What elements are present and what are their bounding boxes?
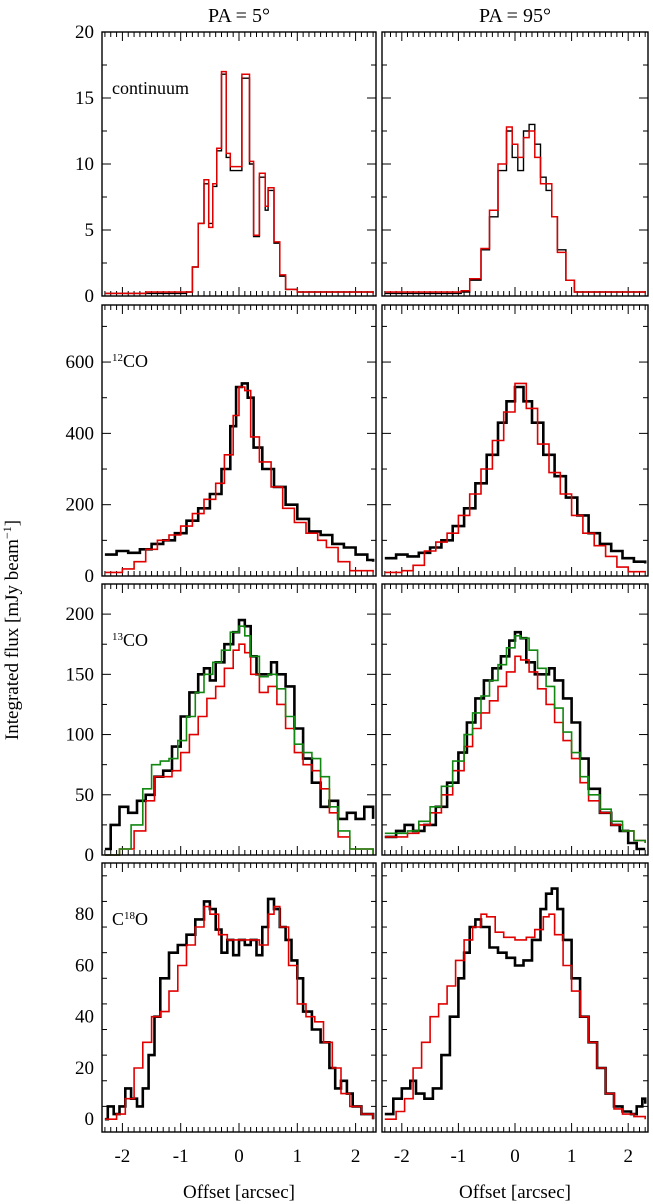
y-tick-label: 5 xyxy=(85,220,95,241)
panel-frame xyxy=(381,304,649,577)
panel-r1-c1 xyxy=(381,304,649,577)
panel-frame xyxy=(381,31,649,297)
series-line-black xyxy=(384,123,646,295)
panel-r2-c1 xyxy=(381,583,649,856)
y-tick-label: 20 xyxy=(75,1058,94,1079)
panel-label: 13CO xyxy=(112,630,148,650)
panel-frame xyxy=(101,31,377,297)
x-axis-label-right: Offset [arcsec] xyxy=(459,1182,571,1203)
column-title-pa5: PA = 5° xyxy=(208,5,270,27)
x-tick-label: -2 xyxy=(114,1146,130,1167)
y-axis-label: Integrated flux [mJy beam−1] xyxy=(0,520,23,740)
y-axis-label-close: ] xyxy=(2,520,23,526)
x-axis-labels: Offset [arcsec] Offset [arcsec] xyxy=(183,1182,571,1203)
x-tick-label: 1 xyxy=(567,1146,577,1167)
series-line-green xyxy=(104,625,374,856)
panel-label-text: CO xyxy=(123,351,148,371)
series-line-black xyxy=(104,897,375,1121)
series-line-red xyxy=(384,655,646,843)
y-tick-label: 50 xyxy=(75,785,94,806)
y-tick-label: 200 xyxy=(66,604,95,625)
x-tick-label: 2 xyxy=(351,1146,361,1167)
panel-frame xyxy=(381,583,649,856)
series-line-red xyxy=(104,386,374,574)
panel-label: C18O xyxy=(112,909,148,929)
x-tick-label: 0 xyxy=(234,1146,244,1167)
y-tick-label: 10 xyxy=(75,154,94,175)
y-tick-label: 0 xyxy=(85,1109,95,1130)
panel-frame xyxy=(101,862,377,1133)
y-tick-label: 200 xyxy=(66,495,95,516)
x-tick-label: -1 xyxy=(173,1146,189,1167)
y-tick-label: 0 xyxy=(85,566,95,587)
series-line-red xyxy=(104,905,374,1120)
x-axis-label-left: Offset [arcsec] xyxy=(183,1182,295,1203)
y-tick-label: 100 xyxy=(66,725,95,746)
column-titles: PA = 5° PA = 95° xyxy=(208,5,551,27)
series-line-black xyxy=(104,73,374,295)
panel-label-prefix: C xyxy=(112,909,124,929)
panel-r2-c0: 0 50 100 150 200 13CO xyxy=(66,583,377,866)
series-line-black xyxy=(104,382,375,562)
y-tick-label: 40 xyxy=(75,1007,94,1028)
y-tick-label: 80 xyxy=(75,904,94,925)
column-title-pa95: PA = 95° xyxy=(479,5,551,27)
y-tick-label: 0 xyxy=(85,845,95,866)
panel-r0-c1 xyxy=(381,31,649,297)
y-tick-label: 400 xyxy=(66,423,95,444)
panel-frame xyxy=(381,862,649,1133)
panel-r3-c0: 0 20 40 60 80 -2 -1 0 1 2 C18O xyxy=(75,862,377,1167)
panel-frame xyxy=(101,583,377,856)
panel-label: continuum xyxy=(112,78,189,98)
panel-label-text: CO xyxy=(123,630,148,650)
panel-label-text: continuum xyxy=(112,78,189,98)
panel-r0-c0: 0 5 10 15 20 continuum xyxy=(75,22,377,307)
y-tick-label: 600 xyxy=(66,352,95,373)
series-line-red xyxy=(384,382,646,574)
panel-frame xyxy=(101,304,377,577)
y-axis-label-main: Integrated flux [mJy beam xyxy=(2,539,23,740)
panel-label: 12CO xyxy=(112,351,148,371)
x-tick-label: 1 xyxy=(293,1146,303,1167)
x-tick-label: 0 xyxy=(510,1146,520,1167)
panel-label-text: O xyxy=(135,909,148,929)
series-line-red xyxy=(104,643,374,856)
panel-label-isotope: 13 xyxy=(112,631,124,643)
series-line-red xyxy=(104,70,374,295)
y-tick-label: 0 xyxy=(85,286,95,307)
series-line-green xyxy=(384,635,646,843)
panel-r1-c0: 0 200 400 600 12CO xyxy=(66,304,377,587)
series-line-red xyxy=(384,913,646,1120)
y-tick-label: 20 xyxy=(75,22,94,43)
panel-label-isotope: 18 xyxy=(124,910,136,922)
x-tick-label: -1 xyxy=(450,1146,466,1167)
y-tick-label: 15 xyxy=(75,88,94,109)
x-tick-label: 2 xyxy=(623,1146,633,1167)
y-axis-label-exponent: −1 xyxy=(0,526,14,539)
panel-r3-c1: -2 -1 0 1 2 xyxy=(381,862,649,1167)
series-line-black xyxy=(384,385,647,564)
series-line-red xyxy=(384,126,646,294)
x-tick-label: -2 xyxy=(394,1146,410,1167)
y-tick-label: 150 xyxy=(66,664,95,685)
y-tick-label: 60 xyxy=(75,955,94,976)
panel-label-isotope: 12 xyxy=(112,352,123,364)
